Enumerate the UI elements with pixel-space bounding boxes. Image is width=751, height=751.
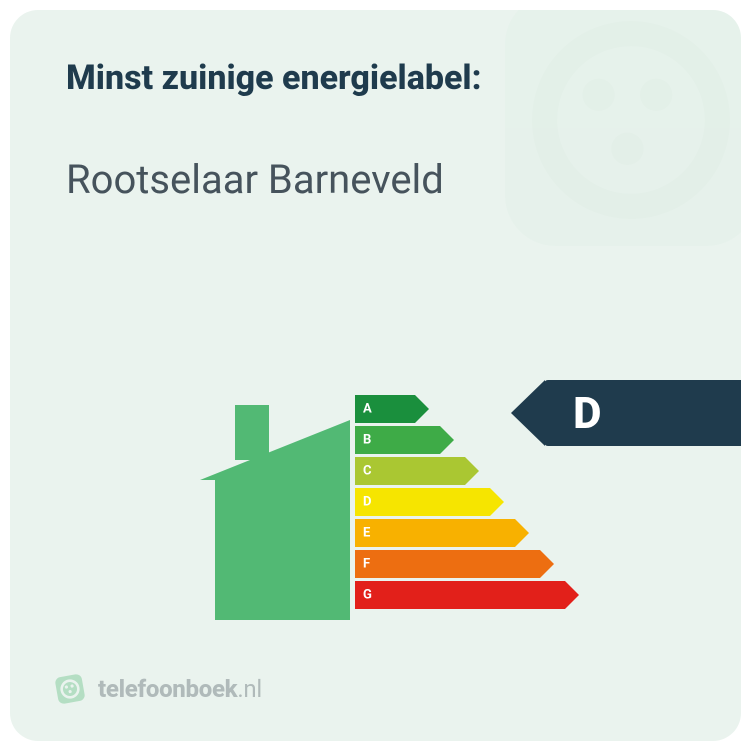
energy-bar-g: G xyxy=(355,581,595,609)
energy-bar-e: E xyxy=(355,519,595,547)
footer-brand: telefoonboek.nl xyxy=(54,673,262,705)
energy-bar-label: B xyxy=(363,433,371,448)
watermark-icon xyxy=(451,10,741,300)
card-title: Minst zuinige energielabel: xyxy=(66,58,685,98)
brand-name-bold: telefoonboek xyxy=(98,675,237,703)
energy-bar-c: C xyxy=(355,457,595,485)
energy-bar-label: A xyxy=(363,402,372,417)
brand-name-light: .nl xyxy=(237,675,262,703)
rating-badge: D xyxy=(511,380,741,446)
energy-bar-label: G xyxy=(363,588,372,603)
house-icon xyxy=(180,380,350,625)
energy-bar-label: C xyxy=(363,464,372,479)
energy-bar-f: F xyxy=(355,550,595,578)
energy-bar-label: D xyxy=(363,495,371,510)
info-card: Minst zuinige energielabel: Rootselaar B… xyxy=(10,10,741,741)
energy-bar-label: E xyxy=(363,526,370,541)
brand-icon xyxy=(51,670,88,707)
brand-text: telefoonboek.nl xyxy=(98,675,262,703)
card-subtitle: Rootselaar Barneveld xyxy=(66,156,685,203)
badge-letter: D xyxy=(573,387,602,439)
badge-arrow xyxy=(511,380,545,446)
energy-bar-d: D xyxy=(355,488,595,516)
energy-bar-label: F xyxy=(363,557,370,572)
